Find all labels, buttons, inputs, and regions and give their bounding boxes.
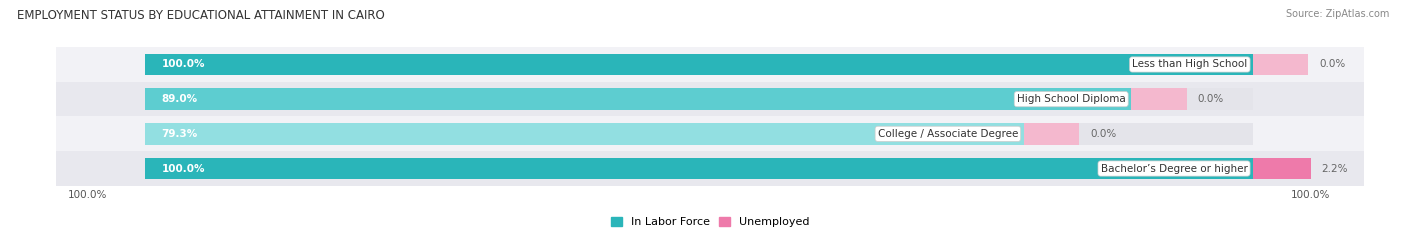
Bar bbox=[145, 158, 1253, 179]
Bar bbox=[56, 47, 1364, 82]
Bar bbox=[56, 116, 1364, 151]
Text: 100.0%: 100.0% bbox=[162, 59, 205, 69]
Bar bbox=[145, 54, 1253, 75]
Bar bbox=[145, 123, 1253, 145]
Bar bbox=[1253, 158, 1310, 179]
Bar bbox=[145, 123, 1024, 145]
Text: High School Diploma: High School Diploma bbox=[1017, 94, 1126, 104]
Bar bbox=[56, 82, 1364, 116]
Bar bbox=[1024, 123, 1078, 145]
Text: 100.0%: 100.0% bbox=[162, 164, 205, 174]
Bar bbox=[145, 158, 1253, 179]
Text: 100.0%: 100.0% bbox=[67, 190, 107, 200]
Text: EMPLOYMENT STATUS BY EDUCATIONAL ATTAINMENT IN CAIRO: EMPLOYMENT STATUS BY EDUCATIONAL ATTAINM… bbox=[17, 9, 385, 22]
Bar bbox=[56, 151, 1364, 186]
Text: 0.0%: 0.0% bbox=[1198, 94, 1223, 104]
Text: Bachelor’s Degree or higher: Bachelor’s Degree or higher bbox=[1101, 164, 1247, 174]
Text: 89.0%: 89.0% bbox=[162, 94, 198, 104]
Text: 79.3%: 79.3% bbox=[162, 129, 198, 139]
Text: Less than High School: Less than High School bbox=[1132, 59, 1247, 69]
Text: 0.0%: 0.0% bbox=[1319, 59, 1346, 69]
Bar bbox=[145, 88, 1130, 110]
Bar bbox=[145, 88, 1253, 110]
Text: 0.0%: 0.0% bbox=[1090, 129, 1116, 139]
Legend: In Labor Force, Unemployed: In Labor Force, Unemployed bbox=[610, 217, 810, 227]
Text: 100.0%: 100.0% bbox=[1291, 190, 1330, 200]
Text: 2.2%: 2.2% bbox=[1322, 164, 1348, 174]
Bar bbox=[145, 54, 1253, 75]
Bar bbox=[1130, 88, 1187, 110]
Text: College / Associate Degree: College / Associate Degree bbox=[877, 129, 1018, 139]
Text: Source: ZipAtlas.com: Source: ZipAtlas.com bbox=[1285, 9, 1389, 19]
Bar bbox=[1253, 54, 1309, 75]
